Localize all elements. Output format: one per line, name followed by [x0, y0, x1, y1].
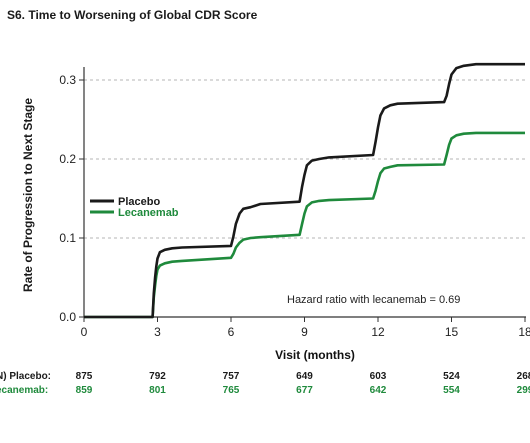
numbers-at-risk-table: N) Placebo: 875 792 757 649 603 524 268 ecanemab… — [0, 371, 530, 396]
series-lines — [84, 62, 525, 319]
risk-cell: 649 — [296, 371, 313, 382]
risk-row-label: N) Placebo: — [0, 371, 51, 382]
y-tick-label: 0.3 — [59, 73, 76, 87]
y-ticks: 0.0 0.1 0.2 0.3 — [59, 73, 84, 324]
risk-cell: 875 — [76, 371, 93, 382]
y-tick-label: 0.1 — [59, 231, 76, 245]
x-tick-label: 15 — [445, 325, 459, 339]
x-tick-label: 0 — [81, 325, 88, 339]
axes — [83, 67, 526, 318]
risk-cell: 677 — [296, 385, 313, 396]
risk-cell: 603 — [370, 371, 387, 382]
x-tick-label: 9 — [301, 325, 308, 339]
risk-cell: 524 — [443, 371, 460, 382]
x-tick-label: 6 — [228, 325, 235, 339]
risk-cell: 642 — [370, 385, 387, 396]
x-ticks: 0 3 6 9 12 15 18 — [81, 317, 530, 339]
legend-label-placebo: Placebo — [118, 196, 160, 208]
series-line-placebo — [84, 62, 525, 319]
risk-cell: 757 — [223, 371, 240, 382]
y-tick-label: 0.2 — [59, 152, 76, 166]
figure-title: S6. Time to Worsening of Global CDR Scor… — [7, 8, 258, 22]
x-axis-label: Visit (months) — [275, 348, 355, 362]
hazard-ratio-annotation: Hazard ratio with lecanemab = 0.69 — [287, 294, 460, 306]
risk-cell: 765 — [223, 385, 240, 396]
risk-cell: 299 — [517, 385, 530, 396]
risk-cell: 792 — [149, 371, 166, 382]
x-tick-label: 3 — [154, 325, 161, 339]
risk-cell: 801 — [149, 385, 166, 396]
legend: Placebo Lecanemab — [90, 196, 179, 219]
risk-cell: 268 — [517, 371, 530, 382]
risk-cell: 554 — [443, 385, 460, 396]
risk-row-label: ecanemab: — [0, 385, 48, 396]
y-tick-label: 0.0 — [59, 310, 76, 324]
series-line-lecanemab — [84, 131, 525, 319]
legend-label-lecanemab: Lecanemab — [118, 207, 179, 219]
grid-lines — [84, 79, 526, 239]
x-tick-label: 12 — [371, 325, 385, 339]
x-tick-label: 18 — [518, 325, 530, 339]
risk-cell: 859 — [76, 385, 93, 396]
